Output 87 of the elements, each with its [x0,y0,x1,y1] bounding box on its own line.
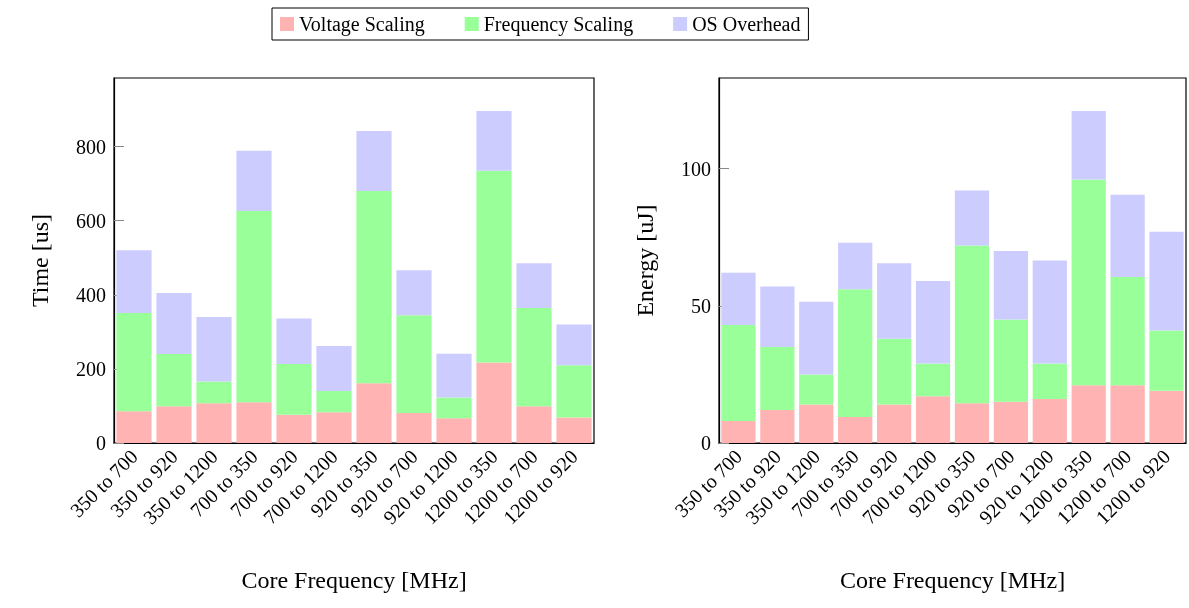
bar [993,250,1028,320]
bar [799,374,834,405]
bar [316,412,352,443]
bar [316,391,352,413]
bar [556,417,592,443]
bar [877,338,912,405]
bar [915,363,951,397]
bar [436,418,472,443]
y-tick-label: 0 [701,432,711,454]
y-tick-label: 0 [96,432,106,454]
bar [721,421,756,443]
bar [993,319,1028,402]
bar [156,354,192,407]
y-axis-title: Time [us] [27,213,53,308]
bar [276,364,312,415]
bar [396,315,432,413]
bar [1110,385,1145,443]
bar [954,245,990,404]
bar [156,406,192,443]
bar [356,191,392,384]
bar [1110,276,1145,386]
bar [1032,363,1067,400]
y-tick-label: 600 [76,209,106,232]
bar [436,353,472,398]
bar [993,401,1028,443]
bar [476,110,512,171]
bar [196,317,232,382]
y-axis-title: Energy [uJ] [632,204,658,317]
bar [1032,260,1067,364]
bar [476,170,512,363]
legend-label: Voltage Scaling [299,13,425,36]
bar [1032,399,1067,443]
bar [236,211,272,403]
bar [516,263,552,309]
bar [838,242,873,290]
bar [476,362,512,443]
bar [760,346,795,411]
bar [721,272,756,325]
y-tick-label: 50 [691,294,711,317]
bar [799,301,834,375]
legend-label: OS Overhead [692,13,801,35]
bar [516,406,552,443]
bar [196,381,232,404]
bar [721,324,756,422]
bar [236,150,272,212]
y-tick-label: 200 [76,357,106,380]
bar [356,130,392,192]
bar [799,404,834,443]
y-tick-label: 100 [681,157,711,180]
bar [877,263,912,339]
bar [116,411,152,443]
bar [1149,330,1184,391]
y-tick-label: 400 [76,283,106,306]
bar [396,270,432,316]
bar [1149,231,1184,331]
bar [556,324,592,366]
bar [316,345,352,392]
bar [838,289,873,417]
x-axis-title: Core Frequency [MHz] [241,567,467,593]
bar [116,250,152,313]
bar [1071,110,1106,180]
bar [236,402,272,443]
bar [556,365,592,418]
y-tick-label: 800 [76,135,106,158]
bar [156,292,192,355]
bar [877,404,912,443]
bar [954,190,990,246]
bar [760,286,795,347]
bar [356,383,392,443]
bar [436,397,472,419]
bar [396,412,432,443]
bar [1110,194,1145,277]
bar [196,403,232,443]
bar [116,312,152,412]
bar [516,308,552,407]
bar [1071,179,1106,386]
x-axis-title: Core Frequency [MHz] [839,567,1066,593]
bar [276,318,312,365]
bar [760,410,795,443]
bar [915,396,951,443]
bar [1149,390,1184,443]
bar [838,416,873,443]
legend-label: Frequency Scaling [483,13,634,36]
bar [1071,385,1106,443]
bar [276,414,312,443]
bar [954,403,990,443]
bar [915,281,951,364]
